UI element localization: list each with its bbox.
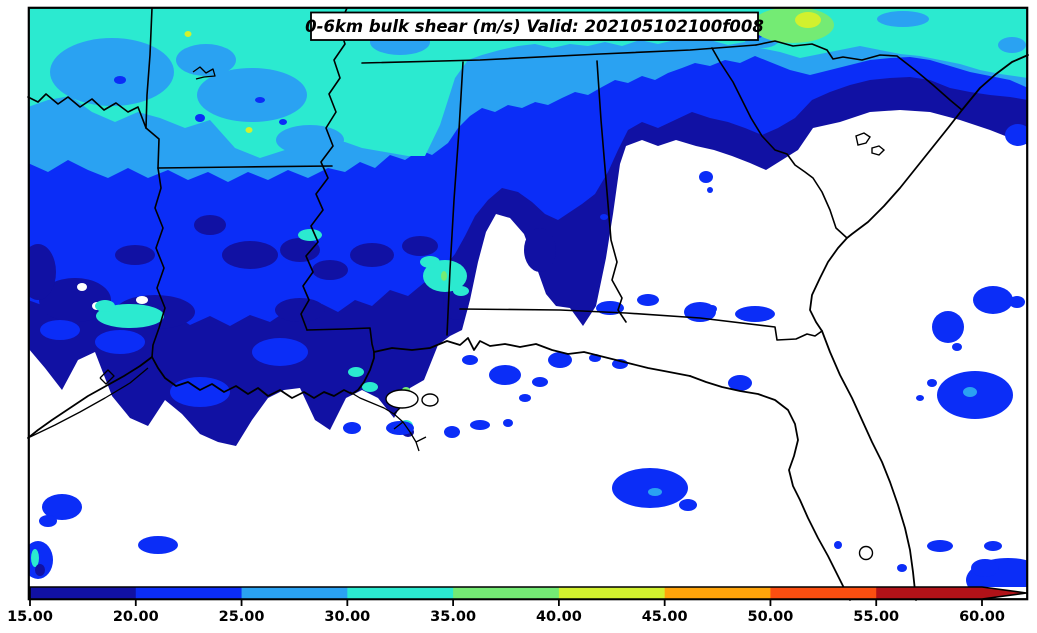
coastlines (27, 54, 1029, 601)
border-ok-ar (145, 7, 153, 129)
colorbar-band-15 (30, 587, 137, 599)
coast-panhandle (373, 337, 691, 377)
galveston-bay (99, 369, 115, 385)
coast-florida-east (821, 330, 917, 601)
border-tx-ar (145, 127, 160, 169)
colorbar-tick-label: 35.00 (430, 609, 476, 625)
coast-louisiana (151, 351, 375, 399)
colorbar (30, 587, 1027, 599)
colorbar-tick-label: 45.00 (642, 609, 688, 625)
colorbar-tick-label: 40.00 (536, 609, 582, 625)
colorbar-tick-label: 60.00 (959, 609, 1005, 625)
colorbar-tick-label: 50.00 (748, 609, 794, 625)
lake-pontchartrain (385, 389, 419, 409)
coast-florida-west (689, 375, 851, 601)
texas-barrier-islands (29, 367, 149, 438)
border-al-fl-ga-fl (459, 308, 823, 341)
lake-moultrie (871, 145, 886, 156)
title-box: 0-6km bulk shear (m/s) Valid: 2021051021… (305, 11, 764, 41)
border-sabine-tx-la (151, 167, 166, 358)
colorbar-ticks (29, 599, 983, 606)
colorbar-tick-label: 15.00 (7, 609, 53, 625)
35-45-maximum (184, 8, 834, 133)
lake-borgne (421, 393, 439, 407)
lake-marion (855, 132, 871, 146)
30-40-islands (95, 229, 469, 432)
20-25-holes (40, 320, 308, 407)
colorbar-band-20 (135, 587, 243, 599)
colorbar-tick-label: 55.00 (853, 609, 899, 625)
contour-fill-layer (29, 8, 1027, 587)
colorbar-band-35 (453, 587, 560, 599)
colorbar-band-45 (664, 587, 771, 599)
colorbar-band-30 (347, 587, 454, 599)
border-red-river (27, 93, 147, 129)
mississippi-delta (349, 391, 427, 452)
colorbar-tick-label: 25.00 (219, 609, 265, 625)
lake-texoma (192, 66, 216, 80)
border-ar-la (157, 165, 333, 169)
colorbar-outline (29, 586, 1027, 600)
isolated-cell-cores (31, 387, 977, 576)
border-mississippi-river (300, 7, 348, 331)
colorbar-band-25 (241, 587, 348, 599)
border-savannah-ga-sc (711, 47, 848, 239)
state-borders (27, 7, 963, 358)
lake-okeechobee (858, 545, 874, 561)
map-title: 0-6km bulk shear (m/s) Valid: 2021051021… (305, 17, 764, 36)
border-la-ms-south (306, 327, 375, 353)
colorbar-tick-label: 20.00 (113, 609, 159, 625)
colorbar-tick-label: 30.00 (324, 609, 370, 625)
colorbar-band-50 (770, 587, 877, 599)
colorbar-band-55 (876, 587, 983, 599)
border-nc-tn-sc (755, 40, 963, 111)
colorbar-extend-arrow (982, 587, 1027, 599)
isolated-cells (29, 124, 1027, 587)
colorbar-labels: 15.00 20.00 25.00 30.00 35.00 40.00 45.00 50.00… (7, 609, 1005, 625)
contour-region-30 (29, 8, 1027, 158)
border-al-ga (596, 60, 627, 323)
colorbar-band-40 (558, 587, 666, 599)
coast-texas (27, 356, 153, 439)
coast-atlantic (809, 54, 1029, 332)
border-ms-al (446, 61, 464, 336)
